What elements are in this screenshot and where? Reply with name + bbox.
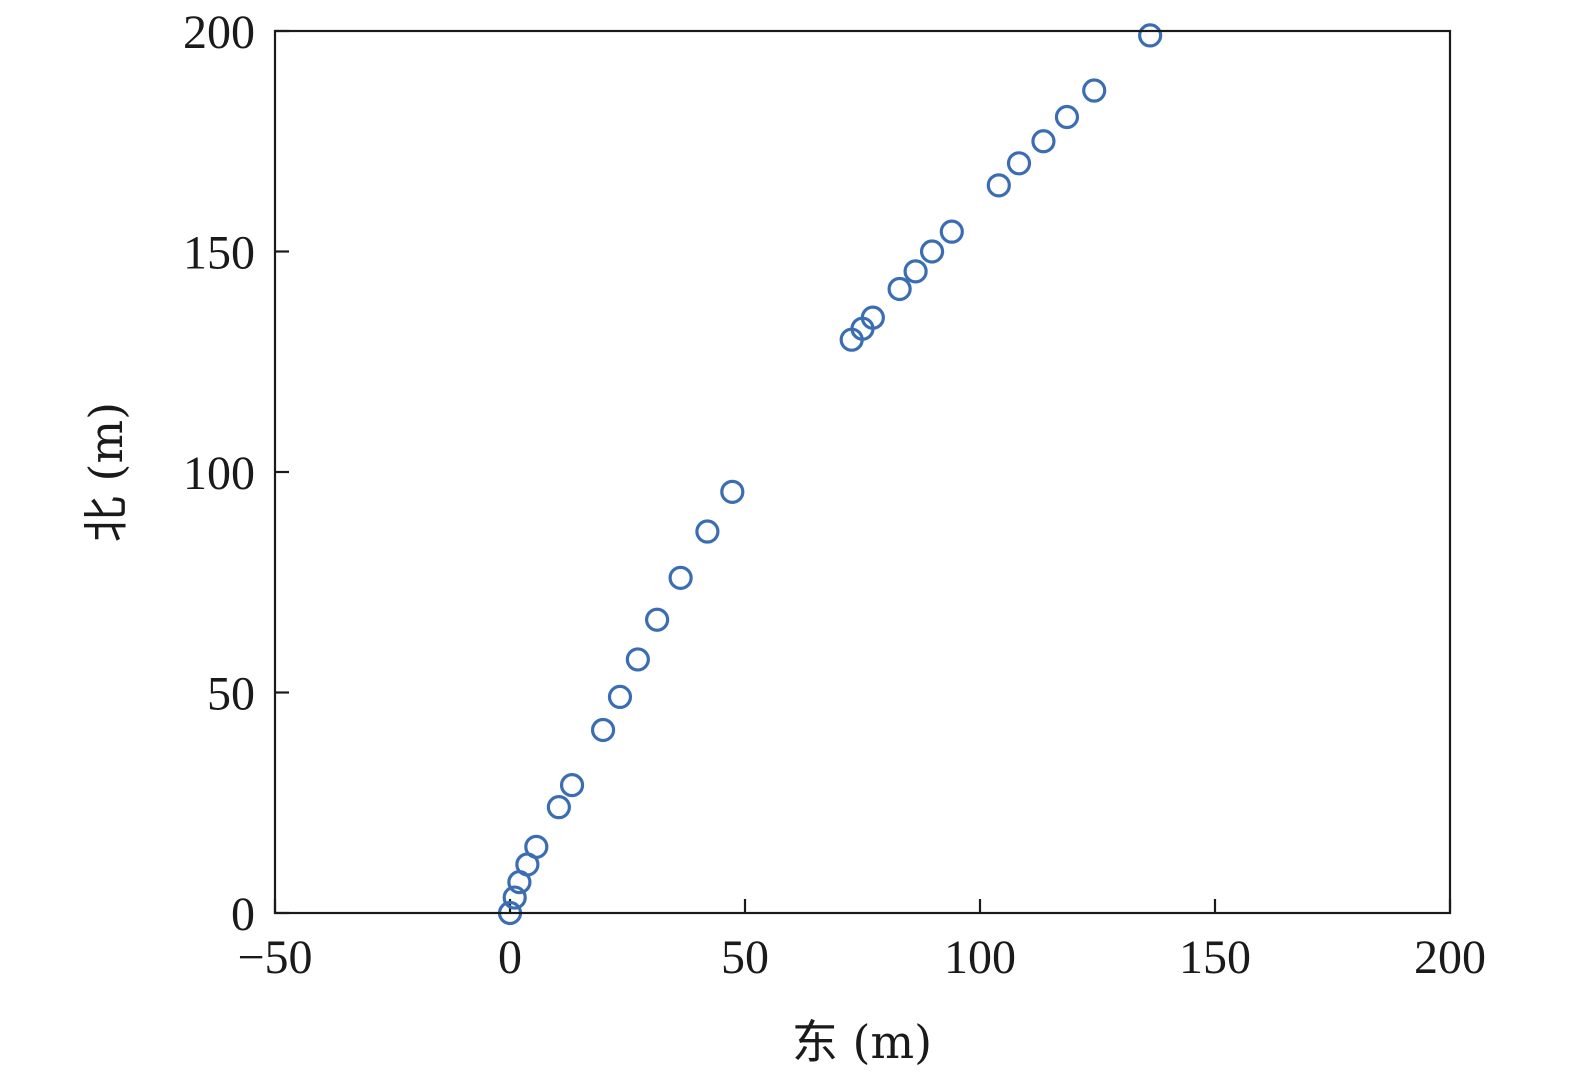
data-point xyxy=(860,305,885,330)
data-point xyxy=(1006,151,1032,176)
y-axis-label: 北 (m) xyxy=(79,402,133,542)
data-point xyxy=(919,239,945,264)
data-point xyxy=(720,479,745,504)
y-tick-label: 150 xyxy=(183,227,255,280)
data-point xyxy=(986,173,1011,198)
data-point xyxy=(645,607,670,632)
data-point xyxy=(939,219,964,244)
x-tick-label: 50 xyxy=(721,931,769,984)
data-point xyxy=(590,717,616,743)
y-tick-label: 200 xyxy=(183,6,255,59)
data-point xyxy=(524,834,549,859)
data-point xyxy=(887,276,912,302)
data-point xyxy=(546,795,571,820)
y-tick-label: 50 xyxy=(207,668,255,721)
x-tick-label: 150 xyxy=(1179,931,1251,984)
axis-ticks xyxy=(273,29,1452,915)
data-point xyxy=(695,519,720,544)
data-point xyxy=(625,647,650,672)
x-tick-label: 0 xyxy=(498,931,522,984)
data-point xyxy=(668,565,693,590)
data-point xyxy=(1138,23,1163,48)
x-tick-label: 200 xyxy=(1414,931,1486,984)
y-tick-label: 0 xyxy=(231,888,255,941)
plot-frame xyxy=(273,29,1452,915)
data-point xyxy=(903,259,928,284)
x-tick-label: 100 xyxy=(944,931,1016,984)
data-point xyxy=(607,684,633,710)
data-points xyxy=(497,23,1163,926)
x-tick-label: −50 xyxy=(237,931,312,984)
data-point xyxy=(1054,104,1080,130)
y-tick-label: 100 xyxy=(183,447,255,500)
data-point xyxy=(1082,78,1107,103)
x-axis-label: 东 (m) xyxy=(792,1015,932,1069)
data-point xyxy=(502,885,527,910)
data-point xyxy=(1031,129,1056,154)
data-point xyxy=(559,773,585,798)
